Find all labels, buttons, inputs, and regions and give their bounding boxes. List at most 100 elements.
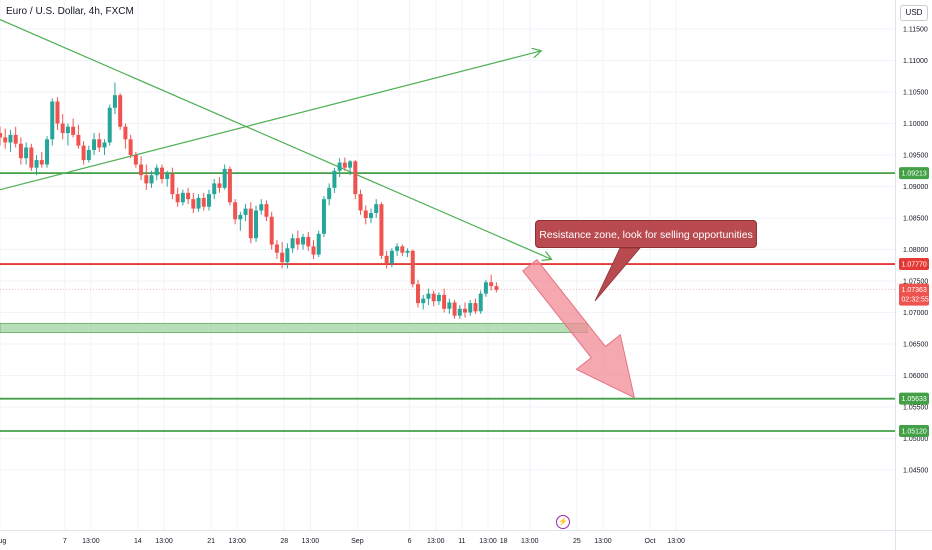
projection-arrow: [522, 258, 636, 399]
support-price-badge-text: 1.09213: [902, 171, 927, 178]
candle-body: [457, 308, 462, 316]
candle: [374, 199, 379, 219]
candle: [97, 133, 102, 152]
candle: [463, 302, 468, 318]
candle-body: [321, 199, 326, 234]
candle-body: [337, 162, 342, 171]
candle-body: [363, 210, 368, 219]
candle: [311, 240, 316, 259]
candle: [76, 124, 81, 149]
candle-body: [123, 126, 128, 140]
price-tick-label: 1.06500: [903, 342, 928, 349]
candle-body: [227, 168, 232, 203]
candle: [55, 97, 60, 130]
price-axis[interactable]: 1.11500 1.11000 1.10500 1.10000 1.09500 1.090…: [903, 27, 928, 475]
time-tick-label: 11: [458, 538, 465, 545]
time-tick-label: 13:00: [155, 538, 173, 545]
candle: [368, 208, 373, 224]
candle-body: [280, 252, 285, 263]
candle-body: [478, 293, 483, 312]
candlesticks: [0, 82, 499, 319]
candle-body: [13, 134, 18, 144]
candle-body: [285, 248, 290, 263]
candle-body: [374, 204, 379, 214]
candle-body: [60, 123, 65, 133]
candle-body: [170, 173, 175, 195]
candle-body: [107, 107, 112, 143]
candle: [431, 290, 436, 307]
candle: [191, 192, 196, 214]
candle: [468, 299, 473, 316]
candle: [489, 274, 494, 291]
time-tick-label: Sep: [351, 538, 364, 545]
candle-body: [264, 204, 269, 217]
candle: [175, 187, 180, 207]
candle: [389, 248, 394, 268]
candle-body: [180, 192, 185, 203]
candle-body: [431, 293, 436, 302]
time-axis[interactable]: Aug713:001413:002113:002813:00Sep613:001…: [0, 538, 685, 545]
candle-body: [301, 236, 306, 245]
candle-body: [259, 204, 264, 211]
lightning-icon[interactable]: ⚡: [556, 515, 570, 529]
candle-body: [248, 208, 253, 239]
candle-body: [489, 282, 494, 287]
candle: [457, 304, 462, 319]
price-tick-label: 1.07500: [903, 279, 928, 286]
price-tick-label: 1.09000: [903, 184, 928, 191]
candle-body: [327, 187, 332, 200]
candle-body: [452, 302, 457, 316]
time-tick-label: 13:00: [427, 538, 445, 545]
candle: [133, 151, 138, 168]
candle-body: [389, 250, 394, 264]
candle: [212, 178, 217, 200]
candle-body: [348, 161, 353, 168]
candle: [102, 139, 107, 156]
candle: [186, 187, 191, 205]
candle: [207, 189, 211, 211]
candle-body: [416, 284, 420, 304]
candle: [301, 233, 306, 250]
last-price-text: 1.07363: [902, 287, 927, 294]
time-tick-label: Oct: [645, 538, 656, 545]
countdown-text: 02:32:55: [902, 297, 929, 304]
candle-body: [483, 282, 488, 294]
candle: [353, 160, 358, 200]
candle: [421, 294, 426, 310]
price-tick-label: 1.06000: [903, 373, 928, 380]
price-tick-label: 1.04500: [903, 468, 928, 475]
support-price-badge-text: 1.05633: [902, 396, 927, 403]
candle: [86, 145, 91, 163]
candle-body: [395, 246, 400, 251]
candle-body: [34, 160, 39, 168]
candle: [321, 196, 326, 237]
candle-body: [269, 216, 274, 245]
candle: [39, 151, 44, 168]
plot-area: [0, 0, 895, 530]
candle-body: [311, 246, 316, 255]
last-price-badge: 1.07363 02:32:55: [899, 283, 929, 306]
candle: [123, 123, 128, 149]
currency-button[interactable]: USD: [900, 5, 928, 21]
candle: [139, 156, 144, 181]
candle: [248, 202, 253, 244]
candle-body: [405, 250, 410, 253]
candle: [112, 82, 117, 115]
horizontal-levels: [0, 172, 895, 432]
candle-body: [8, 134, 13, 143]
candle-body: [175, 194, 180, 203]
candle: [264, 200, 269, 222]
candle: [274, 240, 279, 259]
support-price-badge-bg: [899, 424, 929, 437]
candle: [18, 137, 23, 165]
resistance-price-badge-bg: [899, 258, 929, 271]
candle: [295, 230, 300, 250]
candle: [280, 241, 285, 269]
candle-body: [290, 238, 295, 249]
price-badges: 1.09213 1.07770 1.05633 1.05120 1.07363 02:32…: [899, 167, 929, 437]
candle-body: [442, 294, 447, 309]
candle: [473, 298, 478, 314]
candle-body: [233, 202, 238, 220]
candle: [400, 244, 405, 256]
